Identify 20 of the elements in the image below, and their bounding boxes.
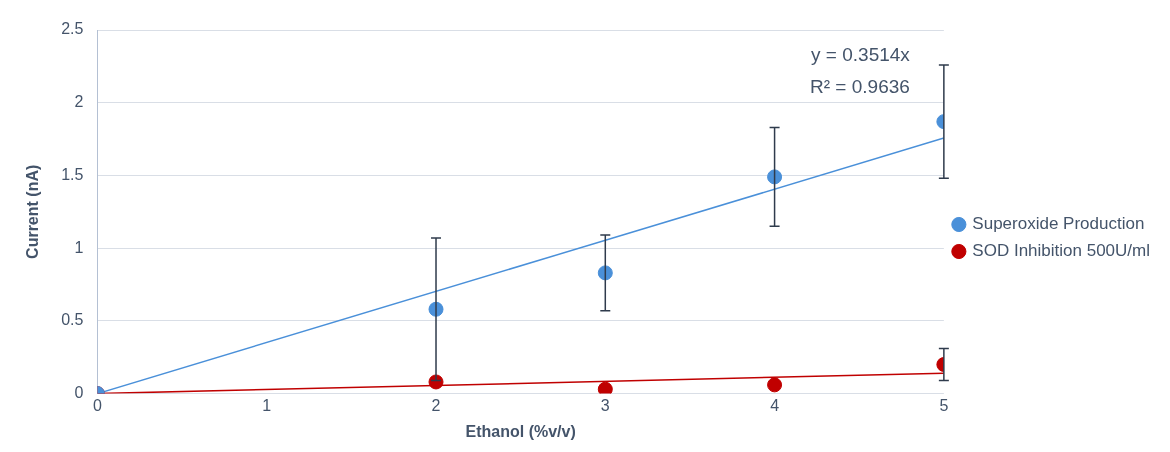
x-tick-label: 5: [939, 396, 949, 414]
annotation: y = 0.3514x: [811, 43, 911, 65]
y-tick-label: 2.5: [61, 20, 84, 38]
y-tick-label: 1: [74, 238, 84, 256]
x-tick-label: 3: [600, 396, 610, 414]
x-tick-label: 2: [431, 396, 441, 414]
x-tick-label: 0: [92, 396, 102, 414]
y-tick-label: 0.5: [61, 311, 84, 329]
y-tick-label: 0: [74, 384, 84, 402]
annotation: R² = 0.9636: [810, 75, 910, 97]
legend-label: SOD Inhibition 500U/ml: [972, 241, 1150, 261]
y-tick-label: 1.5: [61, 165, 84, 183]
x-axis-title: Ethanol (%v/v): [465, 422, 576, 440]
point: [597, 381, 613, 394]
y-tick-label: 2: [74, 93, 84, 111]
x-tick-label: 1: [262, 396, 272, 414]
x-tick-label: 4: [770, 396, 780, 414]
legend-label: Superoxide Production: [972, 214, 1145, 234]
y-axis-title: Current (nA): [24, 164, 42, 259]
point: [597, 265, 613, 281]
